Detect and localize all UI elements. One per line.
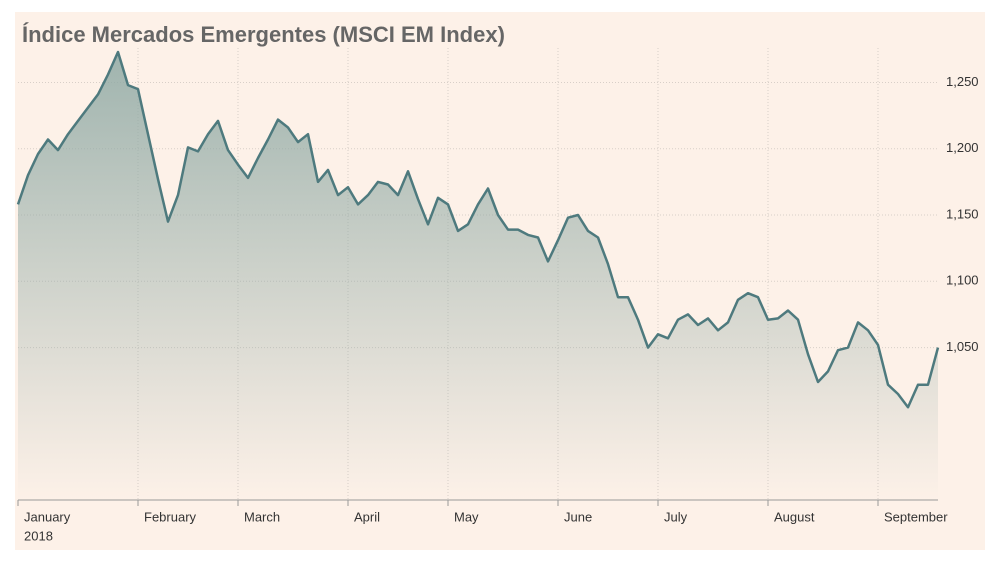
chart-title: Índice Mercados Emergentes (MSCI EM Inde…	[22, 22, 505, 47]
x-tick-label: September	[884, 509, 948, 524]
x-tick-label: February	[144, 509, 197, 524]
y-tick-label: 1,200	[946, 140, 979, 155]
y-tick-label: 1,050	[946, 339, 979, 354]
y-tick-label: 1,100	[946, 273, 979, 288]
x-tick-label: April	[354, 509, 380, 524]
area	[18, 52, 938, 500]
line	[16, 50, 940, 409]
x-tick-label: March	[244, 509, 280, 524]
y-tick-label: 1,250	[946, 74, 979, 89]
year-label: 2018	[24, 528, 53, 543]
x-tick-label: May	[454, 509, 479, 524]
x-tick-label: June	[564, 509, 592, 524]
x-tick-label: August	[774, 509, 815, 524]
x-tick-label: July	[664, 509, 688, 524]
x-tick-label: January	[24, 509, 71, 524]
y-tick-label: 1,150	[946, 206, 979, 221]
